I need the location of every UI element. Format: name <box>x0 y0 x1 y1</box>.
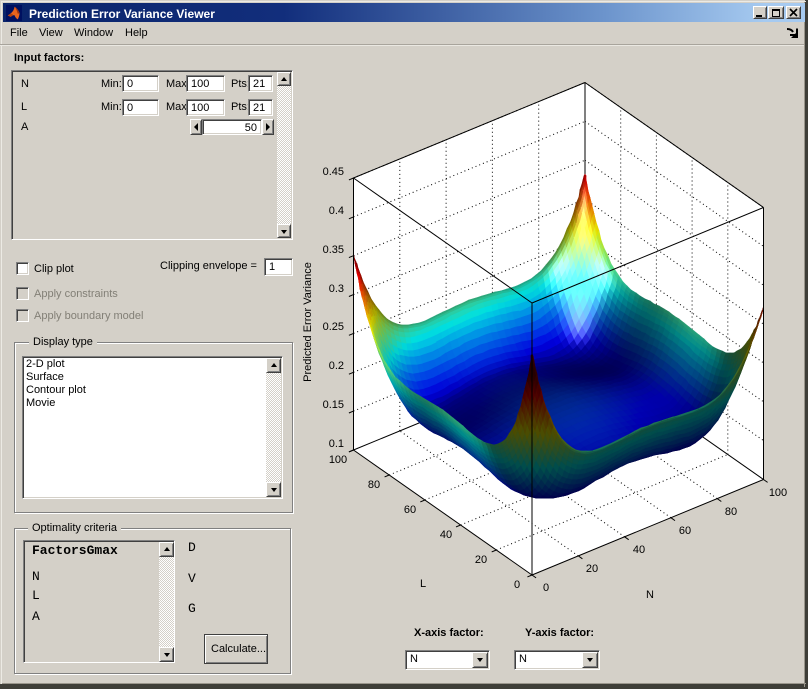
svg-text:0.4: 0.4 <box>329 205 344 217</box>
svg-text:N: N <box>646 589 654 601</box>
svg-text:0.15: 0.15 <box>323 399 344 411</box>
svg-text:80: 80 <box>725 506 737 518</box>
svg-text:20: 20 <box>586 563 598 575</box>
svg-text:0.35: 0.35 <box>323 244 344 256</box>
svg-text:L: L <box>420 578 426 590</box>
svg-text:0.2: 0.2 <box>329 360 344 372</box>
svg-text:60: 60 <box>404 504 416 516</box>
svg-text:60: 60 <box>679 525 691 537</box>
svg-text:0.45: 0.45 <box>323 166 344 178</box>
svg-text:Predicted Error Variance: Predicted Error Variance <box>302 262 314 382</box>
svg-text:0: 0 <box>543 582 549 594</box>
svg-text:80: 80 <box>368 479 380 491</box>
svg-text:0.25: 0.25 <box>323 321 344 333</box>
svg-text:100: 100 <box>769 487 787 499</box>
svg-text:20: 20 <box>475 554 487 566</box>
svg-text:100: 100 <box>329 454 347 466</box>
svg-text:0.1: 0.1 <box>329 438 344 450</box>
svg-text:40: 40 <box>440 529 452 541</box>
svg-text:40: 40 <box>633 544 645 556</box>
svg-text:0: 0 <box>514 579 520 591</box>
svg-text:0.3: 0.3 <box>329 283 344 295</box>
